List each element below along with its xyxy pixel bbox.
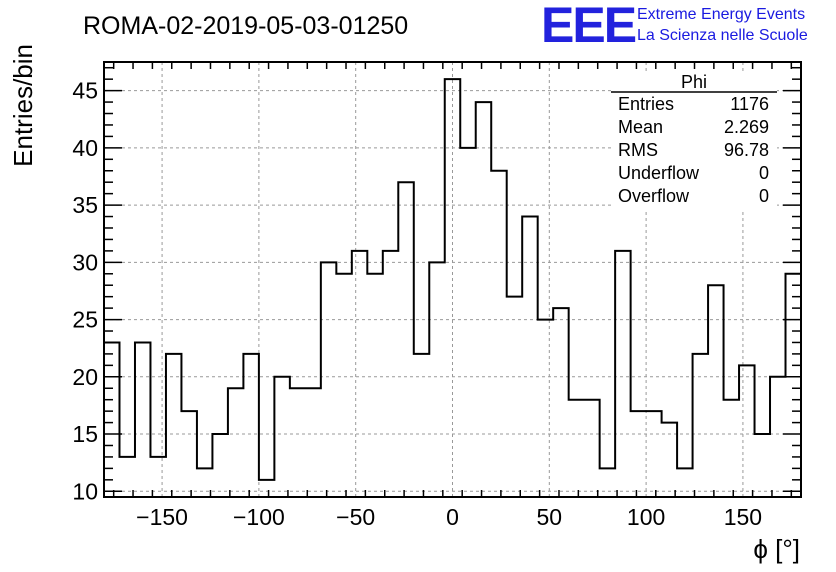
stats-row-label: Underflow (618, 163, 700, 183)
y-tick-label: 40 (72, 135, 98, 161)
y-tick-label: 15 (72, 421, 98, 447)
x-tick-label: 150 (724, 504, 762, 530)
x-tick-label: −150 (136, 504, 188, 530)
histogram-outline (104, 78, 801, 481)
stats-rows: Entries 1176 Mean 2.269 RMS 96.78 Underflow 0 Ov… (618, 94, 769, 206)
x-tick-label: 50 (537, 504, 563, 530)
eee-logo: EEE Extreme Energy Events La Scienza nel… (541, 0, 808, 53)
plot-frame (103, 61, 802, 498)
stats-row-label: Entries (618, 94, 674, 114)
x-tick-label: −100 (233, 504, 285, 530)
stats-row-value: 1176 (730, 94, 769, 114)
x-axis-label: ϕ [°] (753, 534, 800, 564)
y-tick-label: 20 (72, 364, 98, 390)
stats-row-value: 2.269 (724, 117, 769, 137)
eee-logo-mark: EEE (541, 0, 636, 53)
eee-logo-line2: La Scienza nelle Scuole (637, 27, 808, 44)
stats-row-value: 0 (759, 163, 769, 183)
y-tick-label: 30 (72, 249, 98, 275)
x-tick-labels: −150 −100 −50 0 50 100 150 (136, 504, 762, 530)
stats-row-value: 96.78 (724, 140, 769, 160)
eee-logo-line1: Extreme Energy Events (637, 6, 805, 23)
y-tick-label: 45 (72, 78, 98, 104)
stats-row-value: 0 (759, 186, 769, 206)
stats-row-label: Overflow (618, 186, 690, 206)
stats-row-label: RMS (618, 140, 658, 160)
stats-box: Phi Entries 1176 Mean 2.269 RMS 96.78 Underflo… (611, 72, 777, 210)
chart-title: ROMA-02-2019-05-03-01250 (83, 12, 408, 40)
x-tick-label: 0 (446, 504, 459, 530)
y-tick-label: 35 (72, 192, 98, 218)
stats-row-label: Mean (618, 117, 663, 137)
y-tick-labels: 10 15 20 25 30 35 40 45 (72, 78, 98, 505)
y-tick-label: 25 (72, 307, 98, 333)
y-tick-label: 10 (72, 478, 98, 504)
x-tick-label: 100 (627, 504, 665, 530)
y-axis-label: Entries/bin (8, 44, 38, 167)
stats-box-background (611, 72, 777, 210)
stats-box-name: Phi (681, 72, 707, 92)
x-tick-label: −50 (336, 504, 375, 530)
axis-ticks (104, 62, 801, 497)
